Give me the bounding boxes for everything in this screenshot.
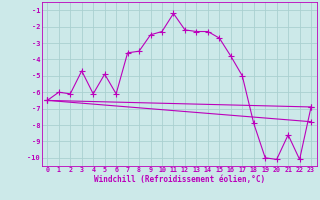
X-axis label: Windchill (Refroidissement éolien,°C): Windchill (Refroidissement éolien,°C) bbox=[94, 175, 265, 184]
